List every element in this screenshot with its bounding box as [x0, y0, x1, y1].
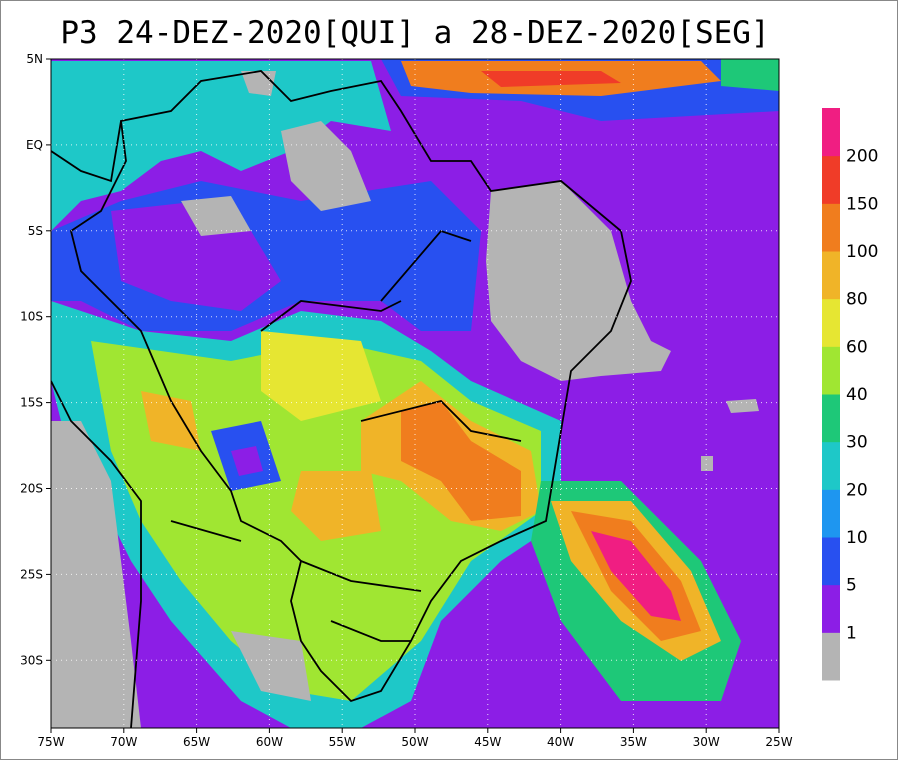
colorbar-segment	[822, 537, 840, 586]
lon-label: 30W	[693, 735, 720, 749]
colorbar-label: 200	[846, 147, 878, 167]
precipitation-field	[51, 59, 779, 728]
colorbar-label: 80	[846, 290, 868, 310]
colorbar-segment	[822, 155, 840, 204]
colorbar-label: 100	[846, 242, 878, 262]
lon-label: 60W	[256, 735, 283, 749]
colorbar-segment	[822, 584, 840, 633]
lat-label: 25S	[20, 567, 43, 581]
colorbar-segment	[822, 632, 840, 681]
colorbar-segment	[822, 298, 840, 347]
colorbar-label: 10	[846, 528, 868, 548]
lat-label: 20S	[20, 482, 43, 496]
lon-label: 25W	[765, 735, 792, 749]
lat-label: EQ	[26, 138, 43, 152]
axes: 5N EQ 5S 10S 15S 20S 25S 30S 75W 70W 65W 60W 55W 50W 4…	[20, 52, 793, 749]
colorbar-segment	[822, 251, 840, 300]
lat-label: 10S	[20, 310, 43, 324]
lat-label: 30S	[20, 653, 43, 667]
colorbar-label: 30	[846, 433, 868, 453]
colorbar-segment	[822, 108, 840, 157]
colorbar-label: 40	[846, 385, 868, 405]
lon-label: 75W	[37, 735, 64, 749]
lon-label: 65W	[183, 735, 210, 749]
title: P3 24-DEZ-2020[QUI] a 28-DEZ-2020[SEG]	[60, 15, 769, 51]
lon-label: 45W	[474, 735, 501, 749]
lat-label: 15S	[20, 396, 43, 410]
lat-label: 5S	[28, 224, 43, 238]
colorbar-segment	[822, 489, 840, 538]
colorbar-label: 20	[846, 480, 868, 500]
colorbar-segment	[822, 346, 840, 395]
colorbar-segment	[822, 203, 840, 252]
lon-label: 50W	[401, 735, 428, 749]
colorbar-segment	[822, 441, 840, 490]
colorbar-segment	[822, 394, 840, 443]
colorbar-label: 60	[846, 337, 868, 357]
lon-label: 70W	[110, 735, 137, 749]
lon-label: 35W	[620, 735, 647, 749]
lat-label: 5N	[26, 52, 43, 66]
colorbar-label: 150	[846, 194, 878, 214]
lon-label: 40W	[547, 735, 574, 749]
lon-label: 55W	[329, 735, 356, 749]
colorbar: 1 5 10 20 30 40 60 80 100 150 200	[822, 108, 878, 681]
colorbar-label: 1	[846, 623, 857, 643]
colorbar-label: 5	[846, 576, 857, 596]
